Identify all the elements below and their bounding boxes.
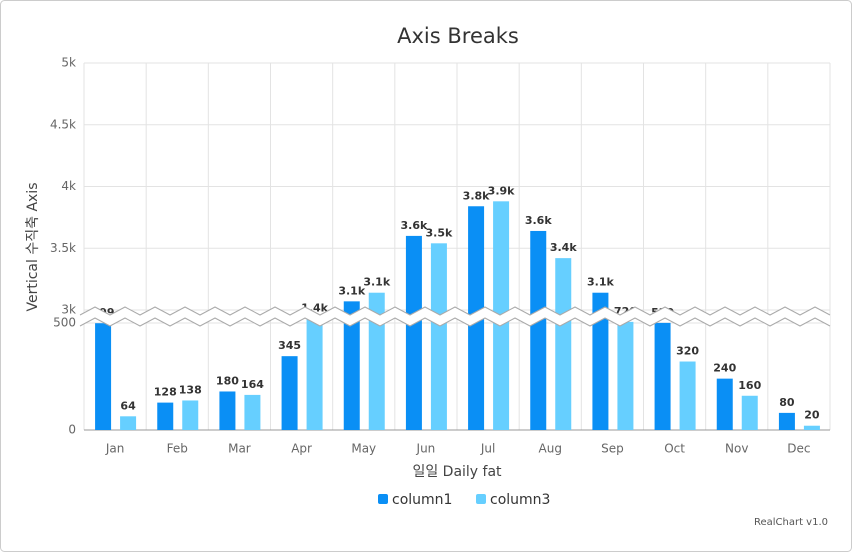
- bar: [95, 323, 112, 430]
- x-tick-label: Aug: [539, 442, 562, 456]
- bar: [617, 321, 634, 430]
- y-tick-label: 5k: [61, 56, 76, 70]
- legend-label: column3: [490, 492, 550, 508]
- bar: [157, 402, 174, 430]
- legend-swatch: [378, 494, 388, 504]
- x-tick-label: May: [351, 442, 376, 456]
- value-label: 3.1k: [338, 284, 365, 297]
- x-tick-label: Jan: [105, 442, 125, 456]
- bar: [679, 361, 696, 430]
- credit: RealChart v1.0: [754, 517, 828, 528]
- value-label: 3.9k: [488, 184, 515, 197]
- value-label: 180: [216, 374, 239, 387]
- bar: [592, 292, 609, 430]
- axis-break-line: [79, 317, 831, 327]
- x-tick-label: Sep: [601, 442, 624, 456]
- x-tick-label: Oct: [664, 442, 685, 456]
- bar: [530, 230, 547, 430]
- y-tick-label: 4.5k: [50, 117, 76, 131]
- axis-break: [80, 307, 830, 326]
- value-label: 138: [179, 383, 202, 396]
- bar: [244, 394, 261, 430]
- y-tick-label: 3k: [61, 303, 76, 317]
- x-axis-title: 일일 Daily fat: [412, 464, 502, 480]
- value-label: 345: [278, 339, 301, 352]
- value-label: 20: [804, 409, 820, 422]
- x-tick-label: Jul: [480, 442, 495, 456]
- value-label: 160: [738, 379, 761, 392]
- value-label: 3.8k: [463, 189, 490, 202]
- axis-break-line: [79, 306, 831, 316]
- bar: [716, 378, 733, 430]
- bar: [778, 412, 795, 430]
- value-label: 3.6k: [525, 214, 552, 227]
- legend-swatch: [476, 494, 486, 504]
- bar: [803, 425, 820, 430]
- value-label: 3.5k: [426, 226, 453, 239]
- value-label: 3.1k: [587, 276, 614, 289]
- y-tick-label: 4k: [61, 179, 76, 193]
- value-label: 3.4k: [550, 241, 577, 254]
- bar: [741, 395, 758, 430]
- value-label: 3.1k: [363, 276, 390, 289]
- x-tick-label: Nov: [725, 442, 748, 456]
- bar: [306, 318, 323, 430]
- y-tick-label: 500: [53, 316, 76, 330]
- bar: [120, 416, 137, 430]
- x-tick-label: Jun: [416, 442, 436, 456]
- value-label: 320: [676, 345, 699, 358]
- x-tick-label: Dec: [787, 442, 810, 456]
- x-tick-label: Apr: [291, 442, 312, 456]
- x-tick-label: Feb: [167, 442, 188, 456]
- value-label: 164: [241, 378, 264, 391]
- bar: [555, 258, 572, 430]
- value-label: 3.6k: [401, 219, 428, 232]
- y-tick-label: 3.5k: [50, 241, 76, 255]
- legend-label: column1: [392, 492, 452, 508]
- value-label: 128: [154, 386, 177, 399]
- bar: [281, 356, 298, 430]
- bar: [654, 322, 671, 430]
- bar: [219, 391, 236, 430]
- bar: [182, 400, 199, 430]
- y-tick-label: 0: [68, 423, 76, 437]
- chart-title: Axis Breaks: [397, 24, 519, 48]
- x-tick-label: Mar: [228, 442, 251, 456]
- value-label: 64: [120, 399, 136, 412]
- y-axis-title: Vertical 수직축 Axis: [25, 183, 41, 312]
- bar: [405, 235, 422, 430]
- bar: [343, 301, 360, 430]
- value-label: 240: [713, 362, 736, 375]
- bar: [368, 292, 385, 430]
- bar: [430, 243, 447, 430]
- value-label: 80: [779, 396, 795, 409]
